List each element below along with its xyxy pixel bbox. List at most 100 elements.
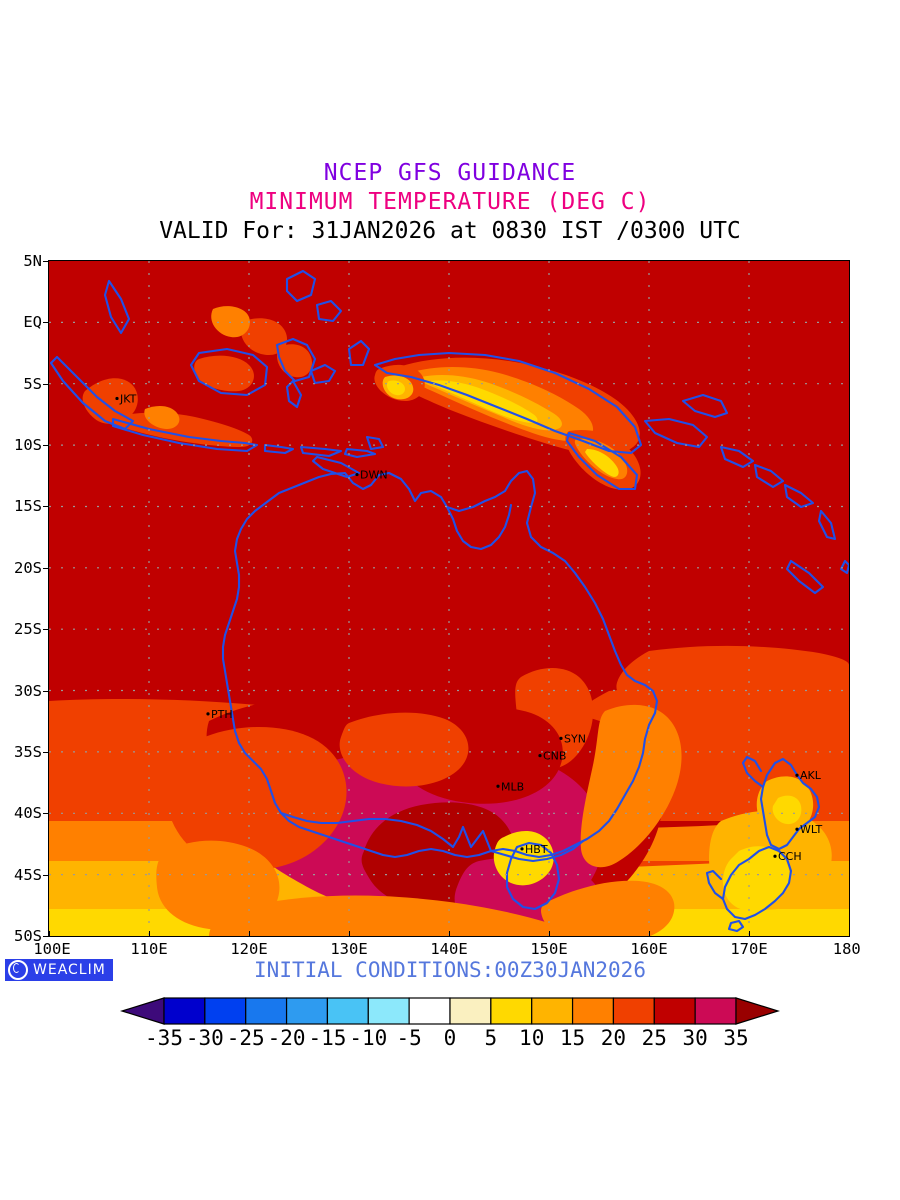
city-label-mlb: MLB <box>501 780 524 793</box>
colorbar-cell <box>490 997 533 1025</box>
colorbar-cell <box>531 997 574 1025</box>
lon-tick-mark <box>349 931 350 937</box>
colorbar-tick-label: -5 <box>396 1026 422 1050</box>
lat-tick-label: 15S <box>14 497 42 516</box>
city-marker-dot <box>773 854 777 858</box>
lon-tick-label: 180 <box>832 940 861 958</box>
lat-tick-label: 45S <box>14 865 42 884</box>
chart-title-block: NCEP GFS GUIDANCE MINIMUM TEMPERATURE (D… <box>0 162 900 243</box>
initial-conditions-text: INITIAL CONDITIONS:00Z30JAN2026 <box>254 958 646 982</box>
colorbar-cell <box>571 997 615 1025</box>
coastlines <box>49 269 849 933</box>
lat-tick-mark <box>43 690 49 692</box>
lon-tick-label: 140E <box>430 940 468 958</box>
lon-tick-label: 170E <box>730 940 768 958</box>
lat-tick-mark <box>43 629 49 631</box>
lat-tick-label: 10S <box>14 436 42 455</box>
city-label-akl: AKL <box>800 769 822 782</box>
colorbar-tick-label: 0 <box>443 1026 457 1050</box>
lat-tick-mark <box>43 813 49 815</box>
weaclim-logo-badge[interactable]: WEACLIM <box>5 959 113 981</box>
colorbar-under-arrow <box>120 997 165 1025</box>
weather-map-plot[interactable]: JKT DWN PTH SYN CNB MLB HBT AKL WLT CCH <box>48 260 850 937</box>
city-marker-dot <box>538 753 542 758</box>
lon-tick-mark <box>149 931 150 937</box>
colorbar-tick-label: -10 <box>349 1026 388 1050</box>
lat-tick-label: 50S <box>14 927 42 945</box>
colorbar-cell <box>245 997 288 1025</box>
colorbar-tick-label: 5 <box>484 1026 498 1050</box>
colorbar-cell <box>285 997 329 1025</box>
colorbar-cell <box>653 997 696 1025</box>
city-label-cnb: CNB <box>543 750 566 763</box>
map-gridlines <box>49 261 849 936</box>
city-marker-dot <box>115 396 119 401</box>
colorbar-cell <box>326 997 369 1025</box>
lon-tick-label: 150E <box>530 940 568 958</box>
temperature-colorbar[interactable]: -35 -30 -25 -20 -15 -10 -5 0 5 10 15 20 25 30 35 <box>120 996 780 1056</box>
lon-tick-label: 130E <box>330 940 368 958</box>
city-label-hbt: HBT <box>525 843 548 856</box>
city-label-layer: JKT DWN PTH SYN CNB MLB HBT AKL WLT CCH <box>115 392 822 863</box>
temperature-heatmap-svg: JKT DWN PTH SYN CNB MLB HBT AKL WLT CCH <box>49 261 849 936</box>
colorbar-cell <box>204 997 247 1025</box>
colorbar-over-arrow <box>735 997 780 1025</box>
longitude-axis: 100E 110E 120E 130E 140E 150E 160E 170E 180 <box>33 931 861 962</box>
lat-tick-mark <box>43 261 49 262</box>
colorbar-tick-label: -20 <box>267 1026 306 1050</box>
colorbar-cell <box>367 997 410 1025</box>
lon-tick-label: 100E <box>33 940 71 958</box>
weaclim-logo-label: WEACLIM <box>33 962 106 978</box>
title-valid-time-line: VALID For: 31JAN2026 at 0830 IST /0300 U… <box>159 218 741 244</box>
lon-tick-label: 160E <box>630 940 668 958</box>
lon-tick-label: 110E <box>130 940 168 958</box>
city-marker-dot <box>355 472 359 477</box>
lon-tick-mark <box>449 931 450 937</box>
title-model-line: NCEP GFS GUIDANCE <box>323 160 577 186</box>
weaclim-circle-icon <box>8 960 28 980</box>
lat-tick-mark <box>43 751 49 753</box>
city-marker-dot <box>795 773 799 777</box>
city-label-cch: CCH <box>778 850 802 863</box>
title-variable-line: MINIMUM TEMPERATURE (DEG C) <box>249 189 651 215</box>
city-marker-dot <box>559 736 563 741</box>
colorbar-tick-label: -25 <box>226 1026 265 1050</box>
colorbar-cell <box>163 997 206 1025</box>
lat-tick-label: 40S <box>14 804 42 823</box>
latitude-axis: 5N EQ 5S 10S 15S 20S 25S 30S 35S 40S 45S 50S <box>0 252 49 945</box>
colorbar-cell <box>449 997 492 1025</box>
colorbar-tick-label: -15 <box>308 1026 347 1050</box>
lon-tick-mark <box>49 931 50 937</box>
colorbar-tick-label: 30 <box>682 1026 708 1050</box>
city-marker-dot <box>206 712 210 716</box>
colorbar-tick-label: 35 <box>723 1026 749 1050</box>
lon-tick-mark <box>749 931 750 937</box>
lon-tick-mark <box>249 931 250 937</box>
city-label-wlt: WLT <box>800 823 822 836</box>
colorbar-tick-label: -35 <box>145 1026 183 1050</box>
lat-tick-label: 35S <box>14 742 42 761</box>
lat-tick-label: 30S <box>14 681 42 700</box>
colorbar-cell <box>408 997 451 1025</box>
colorbar-swatches <box>120 997 780 1025</box>
lat-tick-label: 20S <box>14 558 42 577</box>
australia-thermal <box>156 668 682 936</box>
lat-tick-label: 25S <box>14 620 42 639</box>
colorbar-cell <box>612 997 655 1025</box>
lon-tick-mark <box>849 931 850 937</box>
lat-tick-label: EQ <box>23 313 42 332</box>
colorbar-tick-label: -30 <box>185 1026 224 1050</box>
colorbar-tick-labels: -35 -30 -25 -20 -15 -10 -5 0 5 10 15 20 25 30 35 <box>120 1026 780 1052</box>
lat-tick-mark <box>43 874 49 876</box>
city-marker-dot <box>795 827 799 831</box>
city-label-pth: PTH <box>211 708 233 721</box>
lat-tick-label: 5S <box>23 374 42 393</box>
colorbar-cell <box>694 997 737 1025</box>
lat-tick-mark <box>43 567 49 569</box>
lat-tick-label: 5N <box>23 252 42 270</box>
newzealand-thermal <box>709 776 832 911</box>
city-label-dwn: DWN <box>360 469 388 482</box>
city-label-jkt: JKT <box>119 392 137 405</box>
lon-tick-mark <box>649 931 650 937</box>
lat-tick-mark <box>43 445 49 447</box>
